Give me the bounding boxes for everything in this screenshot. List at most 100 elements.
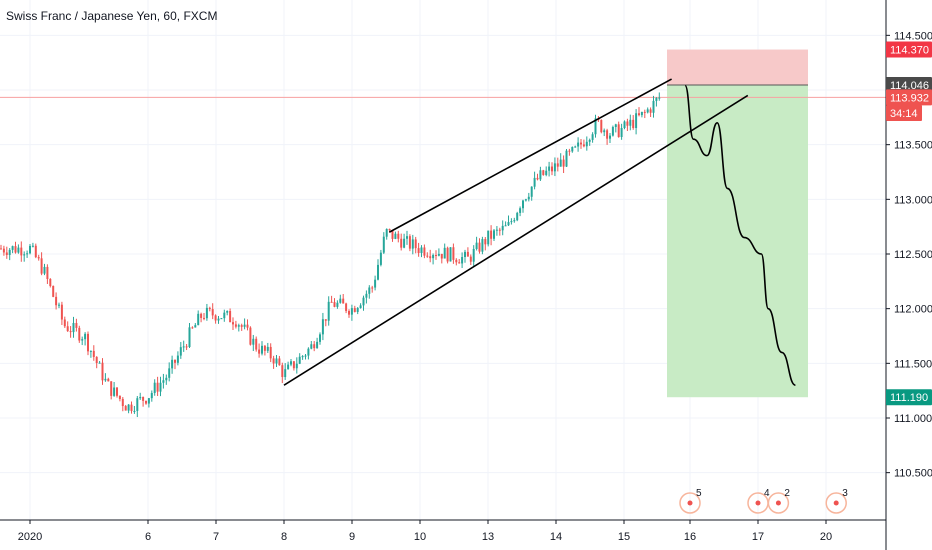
candle-body	[272, 358, 275, 364]
candle-body	[394, 233, 397, 239]
candle-body	[551, 166, 553, 172]
event-dot	[833, 500, 839, 506]
candle-body	[327, 301, 330, 321]
candle-body	[23, 254, 26, 256]
candle-body	[179, 347, 182, 356]
price-tag-countdown	[886, 104, 922, 121]
price-tag-text: 113.932	[890, 92, 929, 104]
candle-body	[377, 264, 379, 280]
x-tick-label: 14	[550, 531, 562, 543]
candle-body	[571, 147, 574, 152]
candle-body	[287, 364, 290, 370]
candle-body	[226, 311, 229, 313]
candle-body	[368, 287, 371, 294]
candle-body	[156, 382, 159, 392]
channel-lower-line	[283, 94, 749, 386]
candle-body	[574, 146, 577, 148]
candle-body	[14, 246, 17, 253]
candle-body	[217, 318, 220, 321]
event-count: 4	[764, 488, 770, 499]
candle-body	[43, 266, 46, 274]
candle-body	[40, 258, 43, 274]
candle-body	[66, 326, 69, 332]
candle-body	[118, 395, 121, 399]
candle-body	[527, 196, 530, 200]
candle-body	[600, 120, 603, 133]
candle-body	[481, 239, 484, 252]
candle-body	[249, 327, 252, 345]
candle-body	[594, 118, 597, 135]
candle-body	[176, 355, 179, 363]
candle-body	[556, 163, 559, 167]
candle-body	[350, 308, 353, 315]
event-count: 2	[784, 488, 790, 499]
candle-body	[58, 304, 60, 306]
candle-body	[139, 396, 142, 399]
candle-body	[8, 249, 11, 255]
candle-body	[37, 257, 40, 259]
x-tick-label: 8	[281, 531, 287, 543]
candle-body	[524, 199, 527, 201]
candle-body	[490, 230, 493, 239]
candle-body	[258, 349, 261, 354]
candle-body	[69, 331, 72, 333]
candle-body	[652, 100, 655, 113]
candle-body	[153, 382, 156, 393]
candle-body	[345, 303, 348, 311]
candle-body	[78, 327, 81, 341]
candle-body	[379, 252, 382, 265]
candle-body	[49, 279, 52, 287]
candle-body	[623, 121, 626, 129]
candle-body	[440, 253, 443, 259]
candles	[0, 92, 661, 418]
x-tick-label: 13	[482, 531, 494, 543]
event-dot	[775, 500, 781, 506]
candle-body	[98, 362, 101, 364]
candle-body	[614, 124, 617, 128]
candle-body	[382, 236, 385, 253]
candle-body	[92, 350, 95, 357]
candle-body	[194, 325, 197, 328]
y-tick-label: 111.000	[894, 413, 932, 425]
candle-body	[165, 377, 168, 381]
candle-body	[356, 308, 359, 312]
candle-body	[606, 130, 609, 139]
candle-body	[113, 387, 116, 396]
candle-body	[313, 344, 316, 349]
candle-body	[609, 135, 611, 139]
candle-body	[400, 238, 403, 248]
candle-body	[336, 302, 339, 307]
candle-body	[205, 307, 208, 319]
candle-body	[142, 396, 145, 401]
candle-body	[510, 221, 513, 223]
candle-body	[348, 310, 350, 315]
stop-loss-zone	[667, 49, 808, 85]
candle-body	[426, 255, 429, 257]
candle-body	[162, 380, 165, 383]
candle-body	[417, 248, 420, 254]
candle-body	[629, 119, 632, 126]
candle-body	[582, 144, 585, 147]
candle-body	[461, 257, 464, 264]
candle-body	[55, 296, 58, 306]
candle-body	[513, 220, 516, 222]
candle-body	[17, 247, 20, 253]
candle-body	[588, 139, 591, 142]
candle-body	[243, 324, 246, 327]
candle-body	[75, 322, 78, 328]
candle-body	[147, 398, 150, 404]
candle-body	[104, 378, 107, 381]
candle-body	[116, 387, 118, 396]
x-tick-label: 10	[414, 531, 426, 543]
candle-body	[203, 317, 205, 319]
event-ring	[767, 492, 790, 514]
candle-body	[246, 324, 249, 328]
candle-body	[484, 239, 487, 245]
candle-body	[307, 348, 310, 356]
candle-body	[295, 363, 298, 369]
candle-body	[516, 212, 519, 221]
candle-body	[292, 361, 295, 369]
x-tick-label: 20	[820, 531, 832, 543]
